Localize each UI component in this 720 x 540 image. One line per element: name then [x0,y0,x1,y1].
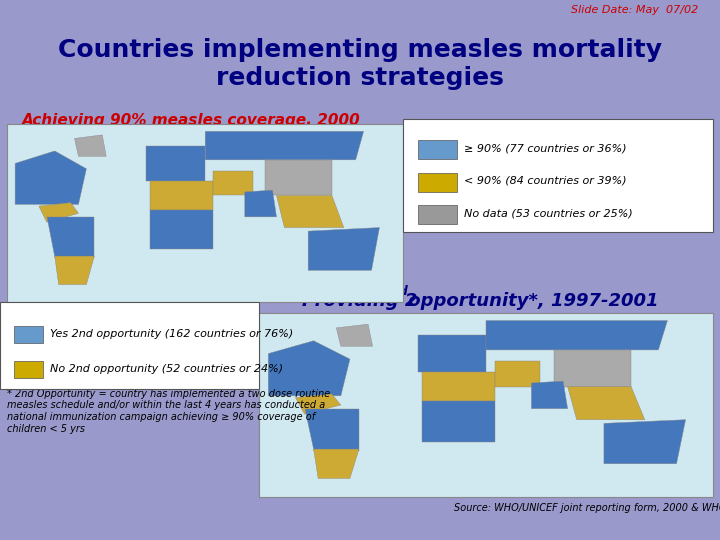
FancyBboxPatch shape [7,124,403,302]
Polygon shape [314,449,359,478]
Polygon shape [150,210,213,249]
Text: opportunity*, 1997-2001: opportunity*, 1997-2001 [402,292,658,309]
FancyBboxPatch shape [7,124,403,302]
Text: Providing 2: Providing 2 [302,292,418,309]
Polygon shape [47,217,94,258]
FancyBboxPatch shape [14,326,43,343]
Polygon shape [418,335,486,372]
FancyBboxPatch shape [418,205,457,224]
Polygon shape [604,420,685,464]
Polygon shape [308,227,379,271]
Text: Source: WHO/UNICEF joint reporting form, 2000 & WHO country information, 2001: Source: WHO/UNICEF joint reporting form,… [454,503,720,513]
Polygon shape [495,361,541,387]
Polygon shape [486,321,667,350]
Polygon shape [213,171,253,195]
Polygon shape [305,409,359,451]
Text: No data (53 countries or 25%): No data (53 countries or 25%) [464,208,633,218]
Text: ≥ 90% (77 countries or 36%): ≥ 90% (77 countries or 36%) [464,144,627,153]
Polygon shape [295,394,341,414]
Polygon shape [150,181,213,210]
Polygon shape [75,135,107,156]
Text: nd: nd [390,285,408,298]
Polygon shape [567,387,645,420]
Text: Countries implementing measles mortality
reduction strategies: Countries implementing measles mortality… [58,38,662,90]
FancyBboxPatch shape [259,313,713,497]
Polygon shape [423,372,495,401]
Text: Achieving 90% measles coverage, 2000: Achieving 90% measles coverage, 2000 [22,113,360,129]
Text: No 2nd opportunity (52 countries or 24%): No 2nd opportunity (52 countries or 24%) [50,364,284,374]
Polygon shape [39,202,78,222]
Polygon shape [265,160,332,195]
FancyBboxPatch shape [0,302,259,389]
Polygon shape [554,350,631,387]
Polygon shape [15,151,86,204]
Polygon shape [145,146,205,181]
Polygon shape [55,256,94,285]
Polygon shape [423,401,495,442]
Text: < 90% (84 countries or 39%): < 90% (84 countries or 39%) [464,176,627,186]
Polygon shape [276,195,344,227]
Text: * 2nd Opportunity = country has implemented a two dose routine
measles schedule : * 2nd Opportunity = country has implemen… [7,389,330,434]
Polygon shape [531,381,567,409]
Polygon shape [205,131,364,160]
Text: Slide Date: May  07/02: Slide Date: May 07/02 [571,5,698,16]
FancyBboxPatch shape [403,119,713,232]
Polygon shape [336,324,373,346]
Text: Yes 2nd opportunity (162 countries or 76%): Yes 2nd opportunity (162 countries or 76… [50,329,294,339]
FancyBboxPatch shape [14,361,43,378]
Polygon shape [245,190,276,217]
FancyBboxPatch shape [418,140,457,159]
Polygon shape [269,341,350,396]
FancyBboxPatch shape [418,173,457,192]
